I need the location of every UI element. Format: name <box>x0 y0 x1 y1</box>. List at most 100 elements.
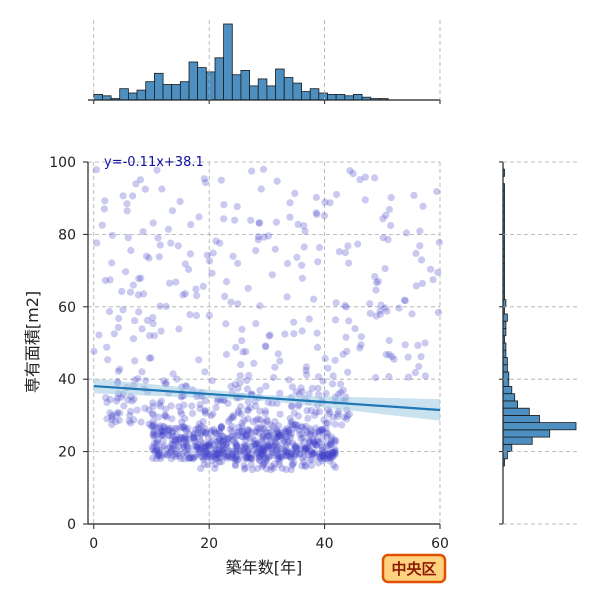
scatter-point <box>299 423 307 431</box>
scatter-point <box>320 455 328 463</box>
scatter-point <box>190 436 198 444</box>
scatter-point <box>118 287 126 295</box>
y-tick-label: 100 <box>49 155 76 171</box>
scatter-point <box>229 413 237 421</box>
scatter-point <box>266 331 274 339</box>
scatter-point <box>307 461 315 470</box>
marginal-x-bar <box>136 89 147 101</box>
scatter-point <box>155 452 163 460</box>
scatter-point <box>298 388 306 396</box>
scatter-point <box>335 248 343 256</box>
scatter-point <box>219 440 227 449</box>
scatter-point <box>272 438 280 446</box>
scatter-point <box>172 436 180 444</box>
scatter-point <box>303 371 311 379</box>
scatter-point <box>231 454 239 463</box>
scatter-point <box>318 457 327 465</box>
scatter-point <box>404 353 412 361</box>
scatter-point <box>168 441 177 449</box>
scatter-point <box>242 348 250 356</box>
scatter-point <box>232 442 240 450</box>
scatter-point <box>244 405 252 413</box>
scatter-point <box>132 180 140 188</box>
scatter-point <box>206 452 214 460</box>
scatter-point <box>298 454 306 462</box>
scatter-point <box>290 409 298 417</box>
scatter-point <box>243 452 251 460</box>
scatter-point <box>408 310 416 318</box>
scatter-point <box>211 454 220 462</box>
scatter-point <box>210 450 218 458</box>
scatter-point <box>381 304 389 312</box>
scatter-point <box>288 460 296 468</box>
scatter-point <box>343 347 351 355</box>
scatter-point <box>284 427 293 435</box>
scatter-point <box>196 446 204 454</box>
scatter-point <box>244 448 252 457</box>
scatter-point <box>288 383 296 391</box>
scatter-point <box>328 448 337 457</box>
scatter-point <box>258 462 266 470</box>
scatter-point <box>151 448 159 456</box>
scatter-point <box>219 437 227 445</box>
scatter-point <box>162 379 170 387</box>
scatter-point <box>215 427 223 435</box>
scatter-point <box>170 432 178 440</box>
scatter-point <box>194 445 202 453</box>
scatter-point <box>331 316 340 324</box>
scatter-point <box>194 443 202 451</box>
scatter-point <box>244 284 252 292</box>
marginal-x-bar <box>231 74 242 101</box>
scatter-point <box>242 433 250 441</box>
scatter-point <box>181 433 189 441</box>
scatter-point <box>326 199 334 207</box>
scatter-point <box>330 461 338 469</box>
scatter-point <box>244 415 252 423</box>
scatter-point <box>316 426 324 434</box>
scatter-point <box>261 454 269 462</box>
scatter-point <box>174 450 182 458</box>
scatter-point <box>273 445 281 453</box>
scatter-point <box>290 318 298 326</box>
scatter-point <box>220 437 228 445</box>
scatter-point <box>189 454 197 462</box>
scatter-point <box>329 372 337 380</box>
scatter-point <box>416 227 424 235</box>
scatter-point <box>309 450 317 458</box>
y-tick-label: 40 <box>58 372 76 388</box>
scatter-point <box>192 451 200 459</box>
scatter-point <box>160 442 168 450</box>
scatter-point <box>149 320 157 328</box>
scatter-point <box>258 437 266 445</box>
scatter-point <box>297 442 305 450</box>
scatter-point <box>229 436 237 444</box>
marginal-y-bar <box>502 400 519 409</box>
scatter-point <box>275 460 283 469</box>
scatter-point <box>243 385 251 393</box>
scatter-point <box>434 308 442 317</box>
scatter-point <box>202 447 211 455</box>
scatter-point <box>343 415 351 423</box>
scatter-point <box>205 441 213 449</box>
scatter-point <box>149 422 157 430</box>
scatter-point <box>264 441 272 449</box>
scatter-point <box>275 452 283 460</box>
scatter-point <box>218 449 227 457</box>
scatter-point <box>157 397 165 405</box>
scatter-point <box>205 442 213 450</box>
scatter-point <box>277 429 286 437</box>
scatter-point <box>400 296 408 304</box>
scatter-point <box>262 454 270 463</box>
scatter-point <box>216 450 224 458</box>
scatter-point <box>136 176 145 184</box>
scatter-point <box>328 380 337 388</box>
scatter-point <box>133 406 141 414</box>
scatter-point <box>196 401 204 409</box>
scatter-point <box>212 454 220 462</box>
scatter-point <box>284 438 292 446</box>
scatter-point <box>334 410 342 418</box>
scatter-point <box>349 170 357 178</box>
scatter-point <box>329 448 337 456</box>
scatter-point <box>217 423 225 431</box>
scatter-point <box>238 443 246 451</box>
